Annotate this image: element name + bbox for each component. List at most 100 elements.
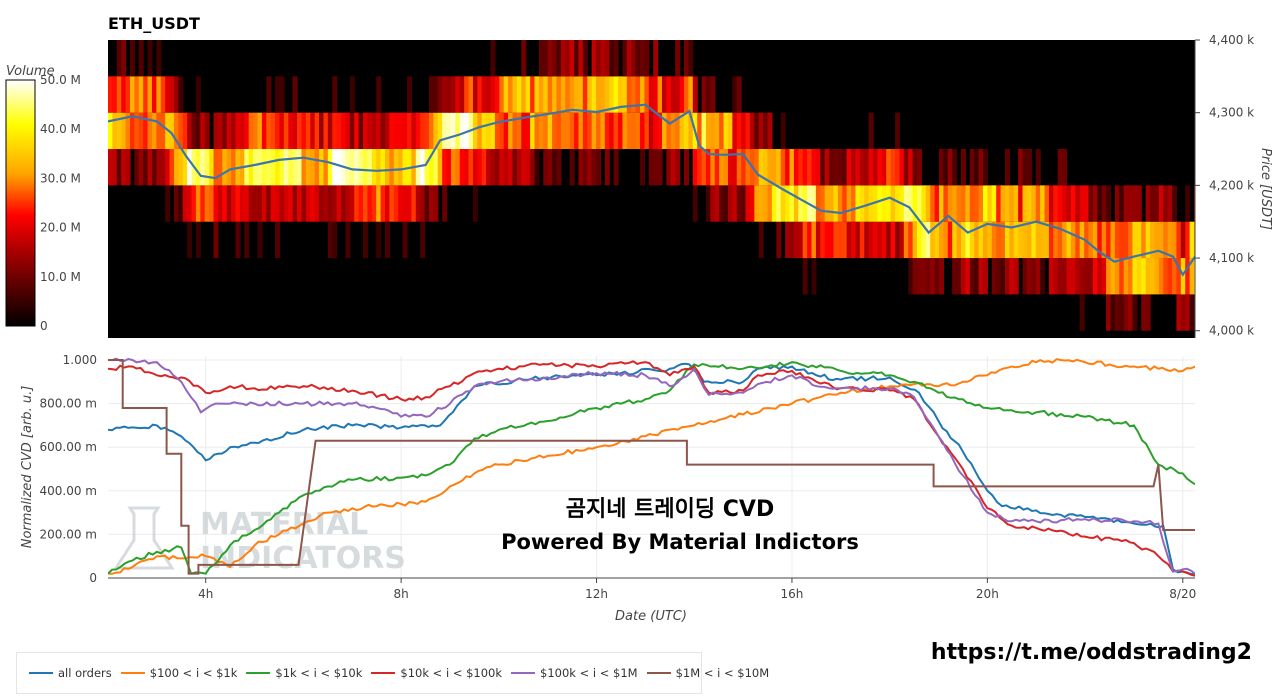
heatmap-cell (552, 40, 558, 77)
heatmap-cell (134, 149, 140, 186)
overlay-subtitle: Powered By Material Indictors (501, 530, 859, 554)
heatmap-cell (613, 40, 619, 77)
heatmap-cell (1101, 221, 1107, 259)
heatmap-cell (319, 112, 325, 150)
heatmap-cell (1163, 258, 1169, 295)
heatmap-cell (165, 185, 171, 222)
heatmap-cell (560, 40, 566, 77)
heatmap-cell (587, 149, 593, 186)
heatmap-cell (204, 149, 210, 186)
heatmap-cell (741, 185, 747, 222)
heatmap-cell (1158, 221, 1164, 259)
heatmap-cell (675, 112, 681, 150)
heatmap-cell (151, 112, 157, 150)
heatmap-cell (292, 185, 298, 222)
heatmap-cell (613, 149, 619, 186)
heatmap-cell (1013, 221, 1019, 259)
legend-item[interactable]: $1M < i < $10M (646, 666, 770, 680)
legend-swatch (646, 672, 671, 674)
legend-item[interactable]: $100k < i < $1M (511, 666, 638, 680)
heatmap-cell (991, 221, 997, 259)
heatmap-cell (442, 112, 448, 150)
legend-label: all orders (58, 666, 112, 680)
heatmap-cell (332, 221, 338, 259)
heatmap-cell (837, 221, 843, 259)
heatmap-cell (222, 185, 228, 222)
heatmap-cell (301, 112, 307, 150)
heatmap-cell (525, 149, 531, 186)
heatmap-cell (437, 76, 443, 113)
heatmap-cell (1163, 185, 1169, 222)
heatmap-cell (279, 76, 285, 113)
legend-item[interactable]: $100 < i < $1k (120, 666, 238, 680)
heatmap-cell (1132, 294, 1138, 331)
heatmap-cell (939, 149, 945, 186)
heatmap-cell (1026, 185, 1032, 222)
heatmap-cell (538, 40, 544, 77)
overlay-title: 곰지네 트레이딩 CVD (566, 497, 774, 522)
heatmap-cell (279, 112, 285, 150)
heatmap-cell (626, 76, 632, 113)
heatmap-cell (521, 76, 527, 113)
heatmap-cell (380, 185, 386, 222)
heatmap-cell (512, 149, 518, 186)
heatmap-cell (767, 112, 773, 150)
heatmap-cell (112, 76, 118, 113)
heatmap-cell (1066, 221, 1072, 259)
heatmap-cell (723, 185, 729, 222)
heatmap-cell (173, 76, 179, 113)
legend-label: $1M < i < $10M (675, 666, 770, 680)
heatmap-cell (477, 112, 483, 150)
heatmap-cell (209, 185, 215, 222)
heatmap-cell (1022, 221, 1028, 259)
heatmap-cell (1123, 294, 1129, 331)
heatmap-cell (1035, 221, 1041, 259)
heatmap-cell (1062, 149, 1068, 186)
heatmap-cell (556, 149, 562, 186)
heatmap-cell (807, 149, 813, 186)
legend-item[interactable]: $10k < i < $100k (371, 666, 502, 680)
heatmap-cell (363, 185, 369, 222)
heatmap-cell (437, 112, 443, 150)
heatmap-cell (121, 76, 127, 113)
heatmap-cell (358, 112, 364, 150)
heatmap-cell (1114, 258, 1120, 295)
heatmap-cell (873, 221, 879, 259)
heatmap-cell (380, 112, 386, 150)
heatmap-cell (754, 112, 760, 150)
legend-item[interactable]: all orders (29, 666, 112, 680)
heatmap-cell (754, 149, 760, 186)
heatmap-cell (367, 112, 373, 150)
heatmap-cell (683, 76, 689, 113)
heatmap-cell (508, 76, 514, 113)
heatmap-cell (767, 149, 773, 186)
legend-item[interactable]: $1k < i < $10k (246, 666, 362, 680)
heatmap-cell (793, 221, 799, 259)
heatmap-cell (793, 185, 799, 222)
heatmap-cell (683, 112, 689, 150)
heatmap-cell (710, 185, 716, 222)
heatmap-cell (921, 258, 927, 295)
heatmap-cell (864, 149, 870, 186)
heatmap-cell (899, 221, 905, 259)
legend-label: $100 < i < $1k (149, 666, 238, 680)
heatmap-cell (890, 185, 896, 222)
heatmap-cell (442, 76, 448, 113)
heatmap-cell (565, 112, 571, 150)
heatmap-cell (679, 112, 685, 150)
heatmap-cell (226, 149, 232, 186)
legend-swatch (511, 672, 536, 674)
heatmap-cell (402, 185, 408, 222)
heatmap-cell (934, 221, 940, 259)
heatmap-cell (530, 112, 536, 150)
heatmap-cell (842, 149, 848, 186)
heatmap-cell (881, 221, 887, 259)
heatmap-cell (754, 185, 760, 222)
heatmap-cell (789, 221, 795, 259)
heatmap-cell (358, 185, 364, 222)
telegram-link[interactable]: https://t.me/oddstrading2 (930, 640, 1252, 665)
heatmap-cell (195, 149, 201, 186)
heatmap-cell (156, 40, 162, 77)
heatmap-cell (173, 185, 179, 222)
heatmap-cell (129, 76, 135, 113)
